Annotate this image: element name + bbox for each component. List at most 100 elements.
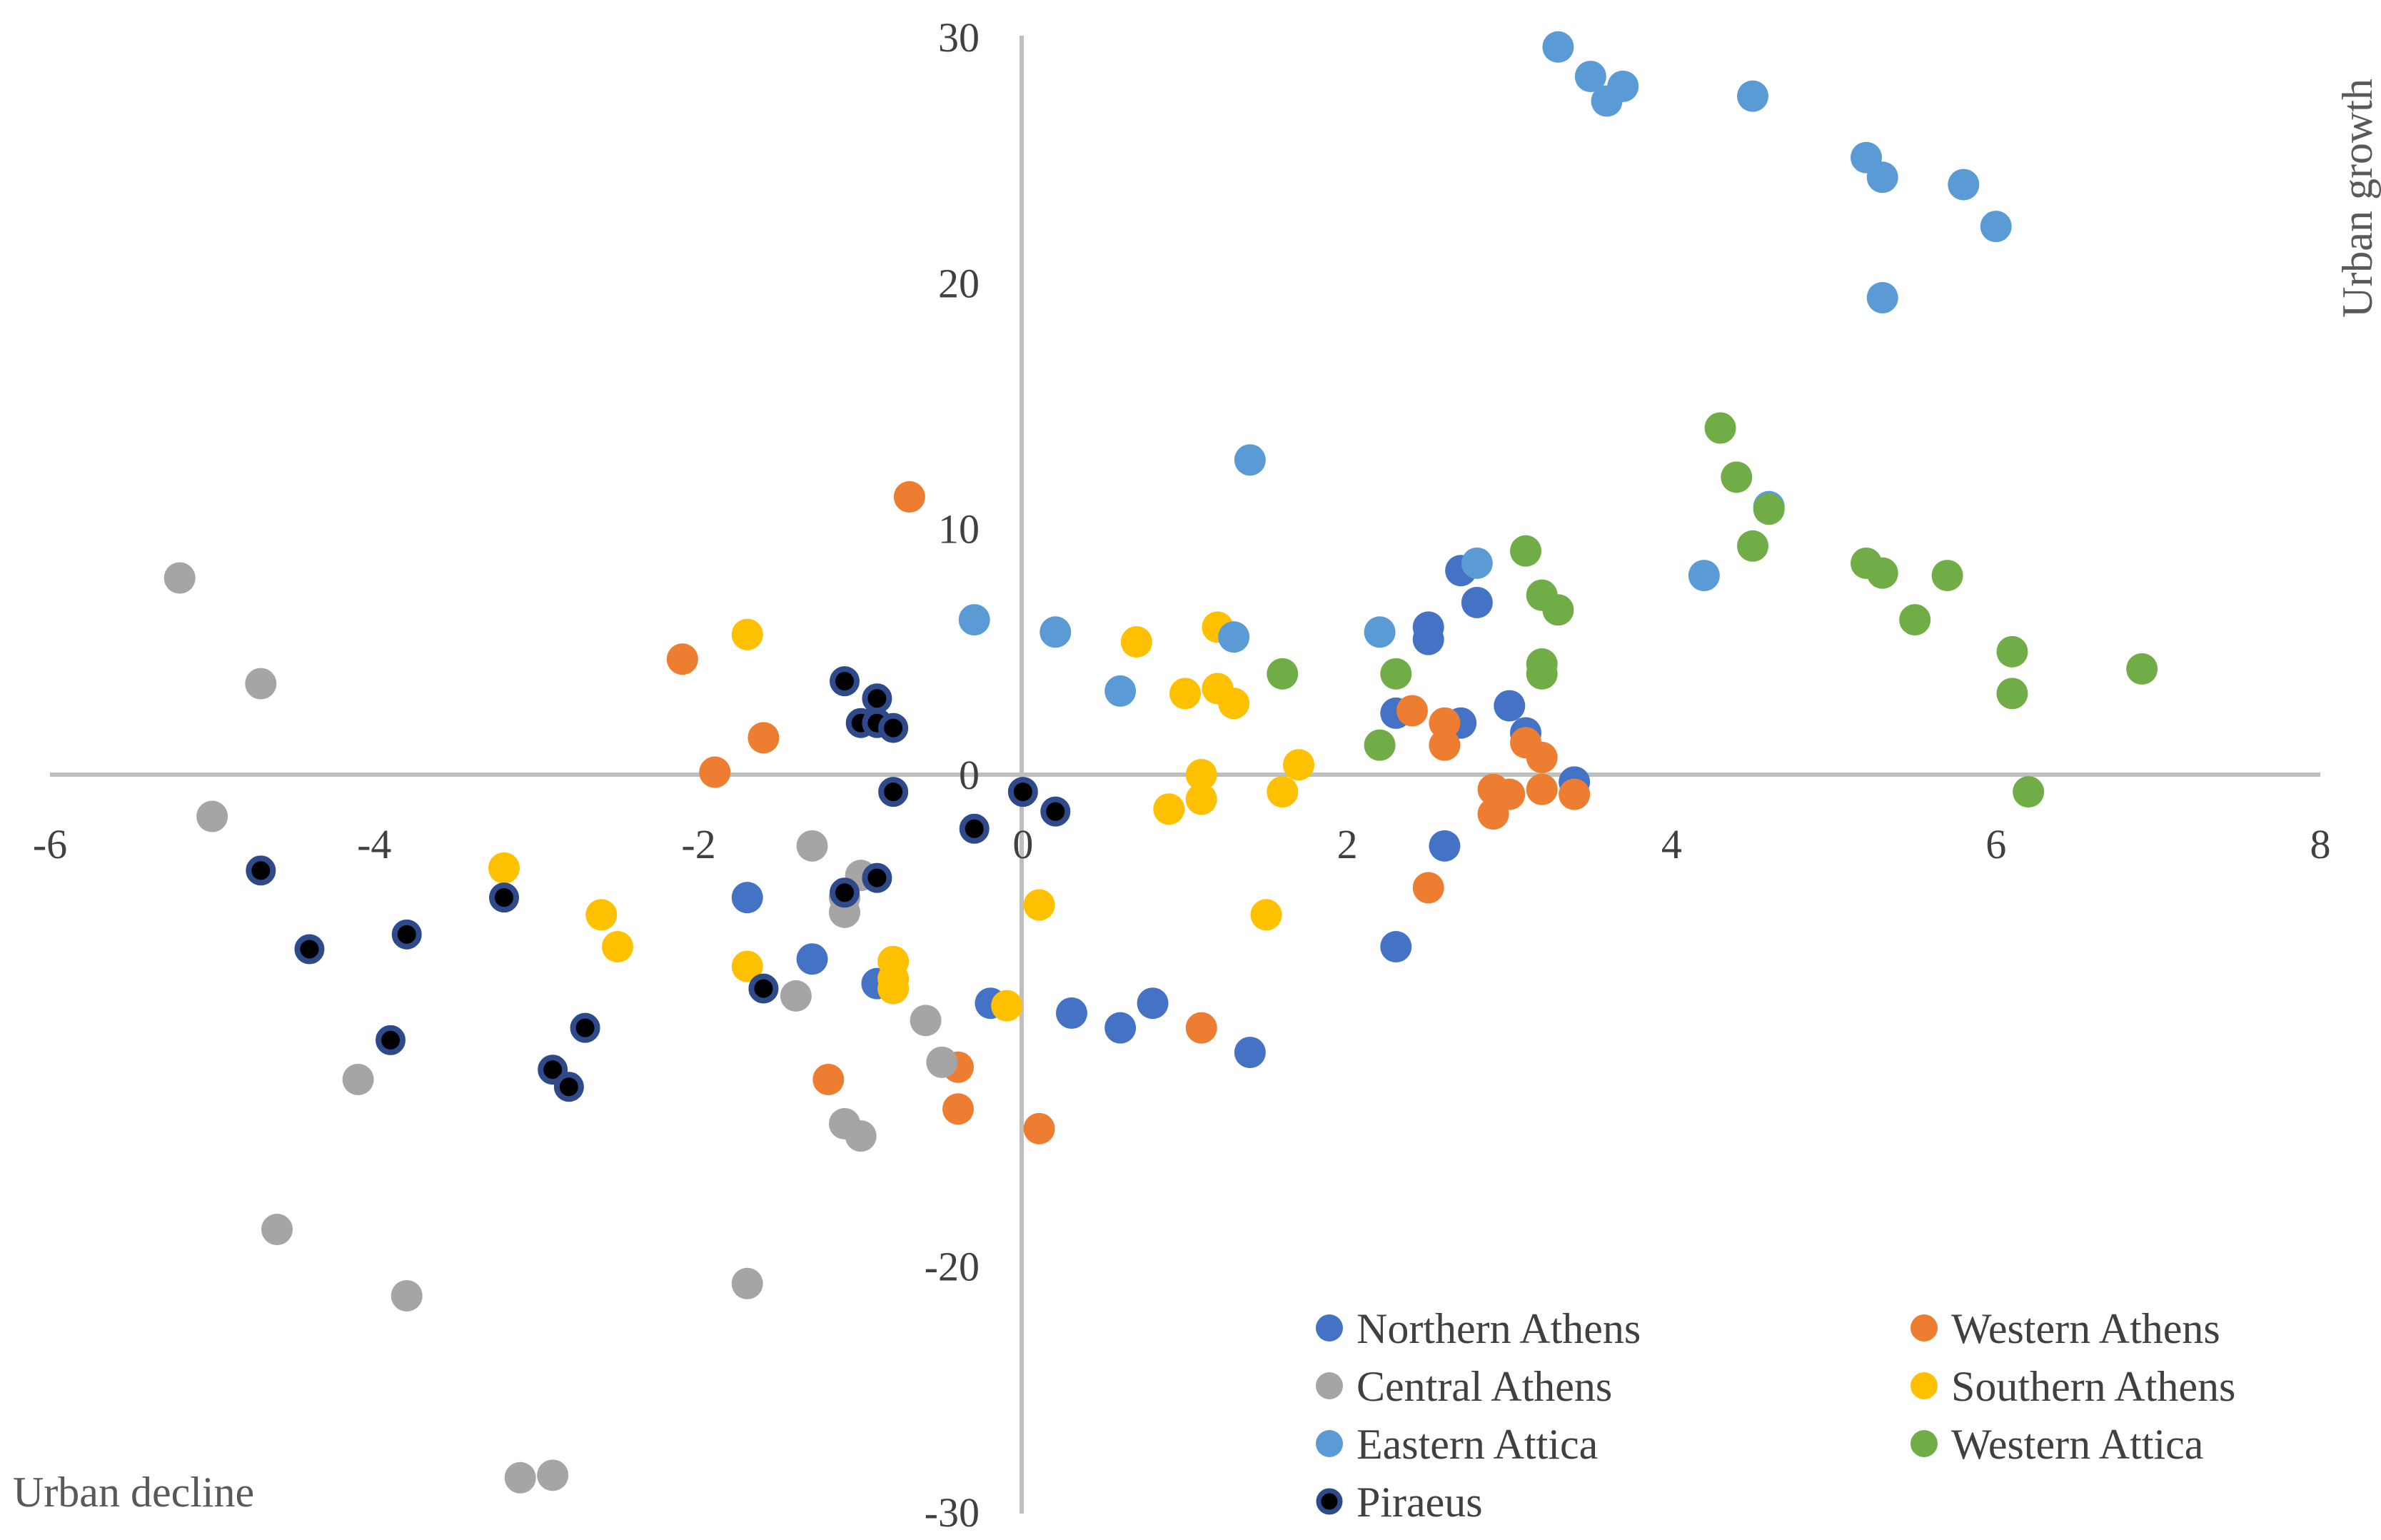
- point-central-athens: [504, 1461, 536, 1494]
- point-eastern-attica: [1574, 61, 1606, 93]
- series-western-attica: [1267, 412, 2158, 808]
- legend-item-western-attica: Western Attica: [1911, 1421, 2203, 1468]
- point-southern-athens: [1185, 783, 1217, 815]
- point-western-attica: [1542, 594, 1574, 626]
- point-central-athens: [196, 800, 228, 832]
- legend-label: Northern Athens: [1356, 1305, 1641, 1352]
- point-southern-athens: [602, 931, 633, 963]
- point-western-athens: [1526, 741, 1558, 773]
- point-western-athens: [1559, 778, 1591, 810]
- legend-label: Southern Athens: [1951, 1363, 2235, 1410]
- point-piraeus: [862, 862, 892, 893]
- point-western-attica: [1899, 604, 1931, 636]
- point-northern-athens: [796, 943, 828, 975]
- point-piraeus: [570, 1012, 600, 1043]
- point-western-attica: [1721, 461, 1753, 493]
- point-piraeus: [830, 666, 860, 697]
- legend-item-western-athens: Western Athens: [1911, 1305, 2220, 1352]
- point-central-athens: [926, 1046, 958, 1078]
- x-tick-label: -6: [33, 821, 67, 867]
- y-tick-label: 20: [938, 260, 980, 306]
- point-piraeus: [246, 855, 276, 886]
- point-western-athens: [1429, 729, 1461, 761]
- x-tick-label: 6: [1985, 821, 2006, 867]
- point-eastern-attica: [1607, 70, 1639, 102]
- legend-marker: [1316, 1314, 1343, 1342]
- point-western-athens: [1396, 695, 1428, 727]
- point-southern-athens: [1120, 626, 1152, 658]
- point-southern-athens: [1218, 688, 1250, 720]
- point-western-athens: [1185, 1012, 1217, 1044]
- point-central-athens: [391, 1279, 423, 1312]
- point-eastern-attica: [1218, 621, 1250, 653]
- point-western-attica: [1996, 635, 2028, 668]
- urban-growth-label: Urban growth: [2334, 79, 2381, 318]
- point-western-attica: [1364, 729, 1396, 761]
- point-eastern-attica: [1866, 161, 1898, 193]
- legend-item-piraeus: Piraeus: [1316, 1479, 1483, 1526]
- point-eastern-attica: [958, 604, 990, 636]
- point-piraeus: [538, 1055, 568, 1085]
- legend-marker: [1316, 1372, 1343, 1399]
- point-northern-athens: [731, 882, 763, 914]
- legend-marker: [1316, 1430, 1343, 1457]
- x-tick-label: 0: [1012, 821, 1033, 867]
- point-eastern-attica: [1980, 211, 2012, 243]
- point-piraeus: [830, 877, 860, 908]
- point-central-athens: [245, 668, 277, 700]
- y-tick-label: -20: [925, 1244, 980, 1290]
- point-western-attica: [2126, 653, 2158, 685]
- point-eastern-attica: [1737, 80, 1768, 112]
- point-eastern-attica: [1040, 616, 1072, 648]
- point-piraeus: [376, 1025, 406, 1055]
- point-western-athens: [1429, 707, 1461, 739]
- x-tick-label: -4: [357, 821, 391, 867]
- point-central-athens: [342, 1063, 374, 1095]
- x-tick-label: 4: [1661, 821, 1682, 867]
- point-eastern-attica: [1866, 281, 1898, 313]
- point-western-athens: [942, 1093, 974, 1125]
- legend-marker: [1911, 1372, 1938, 1399]
- point-piraeus: [294, 934, 325, 965]
- series-western-athens: [666, 480, 1591, 1144]
- point-western-athens: [747, 722, 780, 754]
- point-northern-athens: [1104, 1012, 1137, 1044]
- point-southern-athens: [1267, 776, 1299, 808]
- point-northern-athens: [1461, 586, 1493, 618]
- legend-item-eastern-attica: Eastern Attica: [1316, 1421, 1598, 1468]
- point-western-athens: [1412, 872, 1444, 904]
- point-central-athens: [780, 980, 812, 1012]
- y-tick-labels: 30 20 10 0 -20 -30: [925, 14, 980, 1536]
- legend-item-northern-athens: Northern Athens: [1316, 1305, 1641, 1352]
- point-piraeus: [391, 919, 422, 950]
- point-southern-athens: [731, 618, 763, 650]
- urban-decline-label: Urban decline: [13, 1469, 254, 1516]
- y-tick-label: 0: [959, 752, 980, 798]
- legend: Northern Athens Western Athens Central Ath…: [1316, 1305, 2235, 1526]
- point-southern-athens: [731, 950, 763, 982]
- point-central-athens: [845, 1120, 877, 1152]
- point-southern-athens: [877, 972, 910, 1005]
- point-western-attica: [1704, 412, 1736, 444]
- point-northern-athens: [1429, 830, 1461, 862]
- point-western-attica: [1866, 557, 1898, 589]
- series-northern-athens: [731, 555, 1591, 1069]
- point-southern-athens: [1169, 678, 1201, 710]
- legend-label: Western Athens: [1951, 1305, 2220, 1352]
- legend-item-central-athens: Central Athens: [1316, 1363, 1612, 1410]
- y-tick-label: 30: [938, 14, 980, 61]
- point-western-athens: [1526, 773, 1558, 805]
- point-southern-athens: [488, 852, 520, 884]
- point-northern-athens: [1056, 997, 1087, 1030]
- legend-marker: [1911, 1314, 1938, 1342]
- point-western-attica: [1380, 658, 1412, 690]
- legend-label: Central Athens: [1356, 1363, 1612, 1410]
- point-southern-athens: [991, 990, 1023, 1022]
- point-eastern-attica: [1461, 547, 1493, 579]
- y-tick-label: -30: [925, 1489, 980, 1536]
- point-central-athens: [796, 830, 828, 862]
- point-central-athens: [910, 1005, 942, 1037]
- point-southern-athens: [1185, 759, 1217, 790]
- data-points: [163, 31, 2158, 1494]
